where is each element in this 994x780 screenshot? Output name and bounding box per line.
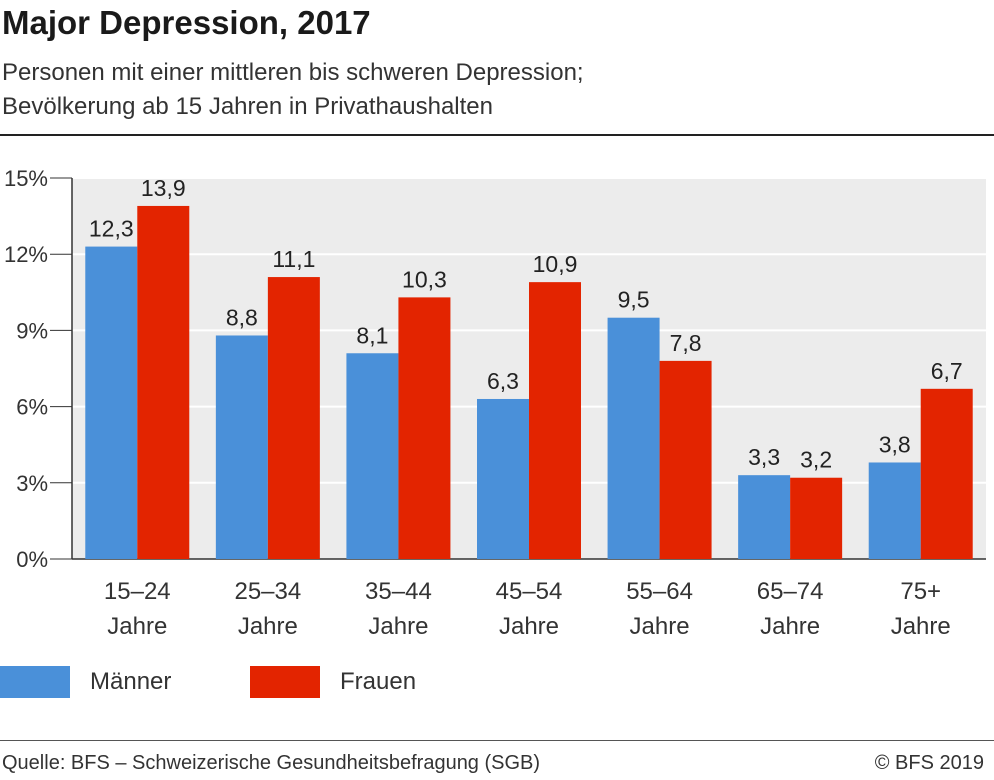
data-label: 10,9 <box>533 251 578 277</box>
chart-title: Major Depression, 2017 <box>2 4 371 41</box>
data-label: 8,1 <box>356 322 388 348</box>
footer-divider <box>0 740 994 741</box>
x-tick-label: 65–74 <box>757 578 824 605</box>
legend-label-maenner: Männer <box>90 668 172 695</box>
y-tick-label: 12% <box>4 242 48 267</box>
chart-subtitle: Personen mit einer mittleren bis schwere… <box>2 56 902 124</box>
data-label: 3,2 <box>800 447 832 473</box>
x-tick-label: Jahre <box>630 613 690 640</box>
y-tick-label: 3% <box>16 471 48 496</box>
bar-frauen <box>920 388 973 559</box>
bar-chart: 0% 3% 6% 9% 12% 15% 12,3 13,9 15–24 Jahre 8,8 11,1 2… <box>4 166 986 640</box>
data-label: 13,9 <box>141 175 186 201</box>
bar-maenner <box>215 335 268 559</box>
subtitle-line-2: Bevölkerung ab 15 Jahren in Privathausha… <box>2 93 493 120</box>
x-tick-label: Jahre <box>238 613 298 640</box>
x-tick-label: Jahre <box>891 613 951 640</box>
x-tick-label: 55–64 <box>626 578 693 605</box>
title-divider <box>0 134 994 136</box>
x-tick-label: 35–44 <box>365 578 432 605</box>
legend-label-frauen: Frauen <box>340 668 417 695</box>
x-tick-label: Jahre <box>760 613 820 640</box>
bar-frauen <box>137 205 190 559</box>
x-tick-label: 15–24 <box>104 578 171 605</box>
y-tick-label: 6% <box>16 395 48 420</box>
data-label: 6,3 <box>487 368 519 394</box>
data-label: 7,8 <box>670 330 702 356</box>
bar-maenner <box>607 317 660 559</box>
data-label: 3,8 <box>879 431 911 457</box>
y-tick-label: 0% <box>16 547 48 572</box>
bar-frauen <box>659 360 712 559</box>
source-note: Quelle: BFS – Schweizerische Gesundheits… <box>2 752 541 774</box>
data-label: 12,3 <box>89 216 134 242</box>
y-tick-label: 9% <box>16 318 48 343</box>
bar-maenner <box>346 353 399 559</box>
x-tick-label: Jahre <box>368 613 428 640</box>
data-label: 11,1 <box>272 246 315 272</box>
y-tick-label: 15% <box>4 166 48 191</box>
bar-frauen <box>267 277 320 559</box>
bar-frauen <box>529 282 581 559</box>
data-label: 6,7 <box>931 358 963 384</box>
bar-maenner <box>868 462 921 559</box>
x-tick-label: 45–54 <box>496 578 563 605</box>
x-tick-label: Jahre <box>107 613 167 640</box>
subtitle-line-1: Personen mit einer mittleren bis schwere… <box>2 59 584 86</box>
data-label: 3,3 <box>748 444 780 470</box>
bar-frauen <box>790 477 843 559</box>
data-label: 9,5 <box>618 287 650 313</box>
legend-swatch-maenner <box>0 666 70 698</box>
legend-swatch-frauen <box>250 666 320 698</box>
bar-maenner <box>85 246 138 559</box>
copyright-note: © BFS 2019 <box>874 752 984 774</box>
x-tick-label: 75+ <box>900 578 941 605</box>
x-tick-label: 25–34 <box>234 578 301 605</box>
bar-maenner <box>738 475 791 559</box>
data-label: 8,8 <box>226 304 258 330</box>
x-tick-label: Jahre <box>499 613 559 640</box>
data-label: 10,3 <box>402 266 447 292</box>
bar-maenner <box>477 398 529 559</box>
bar-frauen <box>398 297 451 559</box>
